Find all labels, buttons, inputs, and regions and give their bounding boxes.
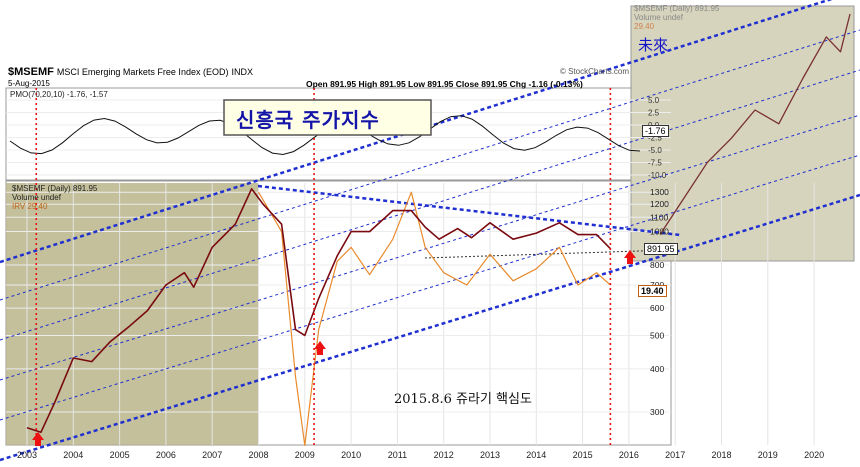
- channel-line: [0, 29, 860, 301]
- x-tick-label: 2014: [526, 450, 546, 460]
- red-arrow-2015: [624, 250, 636, 264]
- y-tick-label: 800: [650, 260, 664, 270]
- watermark: © StockCharts.com: [560, 67, 630, 76]
- exchange: INDX: [231, 67, 254, 77]
- price-legend-series: $MSEMF (Daily) 891.95: [12, 184, 98, 193]
- x-tick-label: 2015: [573, 450, 593, 460]
- korean-title-box: [223, 99, 432, 136]
- channel-line: [0, 193, 860, 462]
- x-tick-label: 2009: [295, 450, 315, 460]
- x-tick-label: 2020: [804, 450, 824, 460]
- y-tick-label: 500: [650, 330, 664, 340]
- y-tick-label: 400: [650, 364, 664, 374]
- channel-line: [0, 69, 860, 341]
- pmo-tick-label: -5.0: [648, 146, 662, 155]
- future-projection-line: [659, 13, 851, 235]
- x-tick-label: 2017: [665, 450, 685, 460]
- last-irv-tag: 19.40: [638, 285, 667, 297]
- x-tick-label: 2018: [711, 450, 731, 460]
- red-arrow-2003: [32, 432, 44, 446]
- x-tick-label: 2005: [110, 450, 130, 460]
- index-name: MSCI Emerging Markets Free Index (EOD): [56, 67, 229, 77]
- price-legend-volume: Volume undef: [12, 193, 61, 202]
- shaded-region: [6, 183, 259, 445]
- header-date: 5-Aug-2015: [8, 79, 50, 88]
- pmo-tick-label: -7.5: [648, 159, 662, 168]
- pmo-tick-label: 2.5: [648, 109, 660, 118]
- price-series-line: [26, 188, 611, 434]
- pmo-tick-label: -2.5: [648, 134, 662, 143]
- future-label: 未來: [638, 36, 669, 54]
- y-tick-label: 1200: [650, 199, 669, 209]
- price-legend-irv: IRV 29.40: [12, 202, 48, 211]
- x-tick-label: 2010: [341, 450, 361, 460]
- y-axis: 30040050060070080010001100120013005.02.5…: [648, 96, 669, 417]
- x-tick-label: 2019: [758, 450, 778, 460]
- x-tick-label: 2007: [202, 450, 222, 460]
- red-arrow-2009: [314, 341, 326, 355]
- symbol-title: $MSEMF MSCI Emerging Markets Free Index …: [8, 66, 253, 78]
- future-panel-irv: 29.40: [634, 22, 655, 31]
- x-tick-label: 2008: [248, 450, 268, 460]
- x-axis: 2003 2004 2005 2006 2007 2008 2009 2010 2011 2012…: [17, 450, 824, 460]
- resistance-line: [257, 184, 681, 237]
- pmo-current-tag: -1.76: [642, 125, 669, 137]
- y-tick-label: 1300: [650, 187, 669, 197]
- symbol: $MSEMF: [8, 66, 54, 78]
- y-tick-label: 1000: [650, 227, 669, 237]
- future-panel-title: $MSEMF (Daily) 891.95: [634, 4, 720, 13]
- x-tick-label: 2012: [434, 450, 454, 460]
- pmo-label: PMO(70,20,10) -1.76, -1.57: [10, 90, 108, 99]
- y-tick-label: 600: [650, 303, 664, 313]
- x-tick-label: 2004: [63, 450, 83, 460]
- pmo-tick-label: -10.0: [648, 171, 667, 180]
- annotation-note: 2015.8.6 쥬라기 핵심도: [394, 392, 532, 407]
- y-tick-label: 300: [650, 407, 664, 417]
- x-tick-label: 2003: [17, 450, 37, 460]
- korean-title: 신흥국 주가지수: [236, 108, 380, 132]
- x-tick-label: 2011: [388, 450, 407, 460]
- last-price-tag: 891.95: [644, 243, 678, 255]
- pmo-tick-label: 5.0: [648, 96, 660, 105]
- x-tick-label: 2016: [619, 450, 639, 460]
- x-tick-label: 2006: [156, 450, 176, 460]
- y-tick-label: 1100: [650, 212, 669, 222]
- ohlc-readout: Open 891.95 High 891.95 Low 891.95 Close…: [306, 79, 583, 89]
- grid-lines: [6, 99, 815, 445]
- future-panel-volume: Volume undef: [634, 13, 683, 22]
- x-tick-label: 2013: [480, 450, 500, 460]
